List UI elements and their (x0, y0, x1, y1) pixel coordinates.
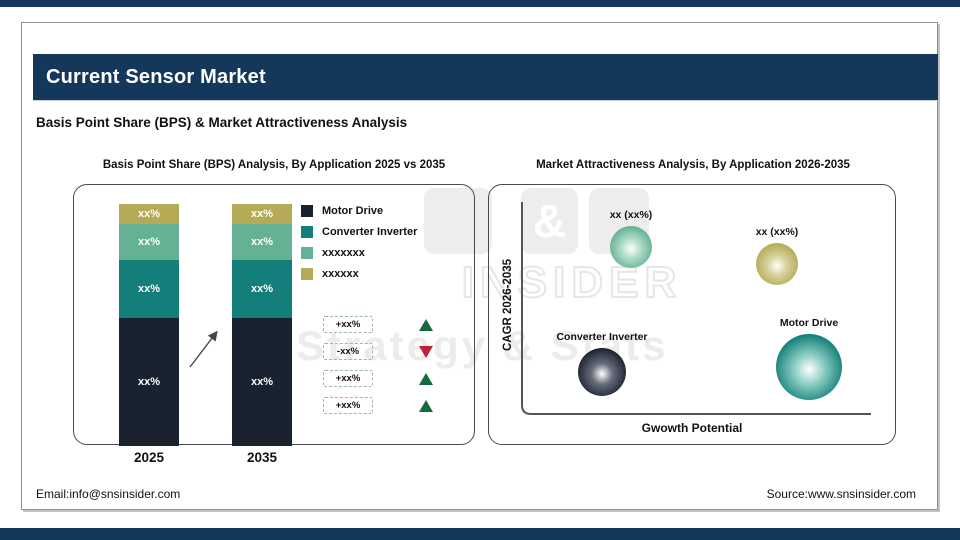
legend-swatch (301, 225, 313, 238)
bubble-dot-seafoam (610, 226, 652, 268)
bps-change-value: -xx% (323, 343, 373, 360)
bubble-label: xx (xx%) (755, 226, 799, 238)
bar-segment-converter-inverter: xx% (119, 259, 179, 319)
trend-up-icon (419, 318, 433, 331)
legend-label: xxxxxxx (322, 246, 365, 259)
bps-change-row: +xx% (323, 370, 433, 387)
title-banner: Current Sensor Market (33, 54, 938, 101)
legend-label: Converter Inverter (322, 225, 418, 238)
legend-item-converter-inverter: Converter Inverter (301, 221, 417, 242)
legend-swatch (301, 267, 313, 280)
segment-value-label: xx% (250, 282, 274, 295)
bar-segment-xxxxxxx: xx% (232, 224, 292, 260)
segment-value-label: xx% (250, 208, 274, 221)
bottom-brand-strip (0, 528, 960, 540)
bar-segment-converter-inverter: xx% (232, 259, 292, 319)
x-tick-2025: 2025 (133, 450, 165, 465)
segment-value-label: xx% (250, 376, 274, 389)
attractiveness-chart-title: Market Attractiveness Analysis, By Appli… (536, 159, 850, 171)
segment-value-label: xx% (137, 376, 161, 389)
attractiveness-chart-panel: CAGR 2026-2035 Gwowth Potential xx (xx%)… (488, 184, 896, 445)
bps-chart-title: Basis Point Share (BPS) Analysis, By App… (102, 159, 446, 171)
bar-segment-xxxxxx: xx% (119, 204, 179, 225)
top-brand-strip (0, 0, 960, 7)
y-axis-label: CAGR 2026-2035 (502, 258, 514, 352)
page-title: Current Sensor Market (46, 65, 266, 88)
bps-change-value: +xx% (323, 397, 373, 414)
x-tick-2035: 2035 (246, 450, 278, 465)
bps-chart-panel: xx% xx% xx% xx% xx% xx% xx% xx% Motor Dr… (73, 184, 475, 465)
segment-value-label: xx% (137, 208, 161, 221)
bar-segment-xxxxxx: xx% (232, 204, 292, 225)
bubble-dot-motor-drive (776, 334, 842, 400)
trend-up-icon (419, 399, 433, 412)
stacked-bar-2025: xx% xx% xx% xx% (119, 204, 179, 446)
axes (521, 202, 871, 415)
bps-change-value: +xx% (323, 316, 373, 333)
bar-segment-motor-drive: xx% (232, 318, 292, 446)
bps-change-row: +xx% (323, 397, 433, 414)
bps-change-row: -xx% (323, 343, 433, 360)
stacked-bar-2035: xx% xx% xx% xx% (232, 204, 292, 446)
bar-segment-motor-drive: xx% (119, 318, 179, 446)
trend-up-icon (419, 372, 433, 385)
bar-segment-xxxxxxx: xx% (119, 224, 179, 260)
legend-item-xxxxxx: xxxxxx (301, 263, 417, 284)
footer-email: Email:info@snsinsider.com (36, 487, 181, 501)
bps-change-row: +xx% (323, 316, 433, 333)
trend-down-icon (419, 345, 433, 358)
segment-value-label: xx% (250, 236, 274, 248)
bubble-dot-converter-inverter (578, 348, 626, 396)
legend-label: xxxxxx (322, 267, 359, 280)
segment-value-label: xx% (137, 236, 161, 248)
segment-value-label: xx% (137, 282, 161, 295)
bps-change-value: +xx% (323, 370, 373, 387)
bubble-dot-olive (756, 243, 798, 285)
bubble-label-converter-inverter: Converter Inverter (556, 331, 648, 343)
bubble-label: xx (xx%) (609, 209, 653, 221)
growth-trend-arrow-icon (189, 330, 218, 368)
legend-item-xxxxxxx: xxxxxxx (301, 242, 417, 263)
legend-swatch (301, 204, 313, 217)
x-axis-label: Gwowth Potential (641, 421, 743, 435)
page-subtitle: Basis Point Share (BPS) & Market Attract… (36, 115, 408, 130)
legend-item-motor-drive: Motor Drive (301, 200, 417, 221)
bubble-label-motor-drive: Motor Drive (779, 317, 839, 329)
footer-source: Source:www.snsinsider.com (766, 487, 916, 501)
bps-legend: Motor Drive Converter Inverter xxxxxxx x… (301, 200, 417, 284)
legend-label: Motor Drive (322, 204, 384, 217)
legend-swatch (301, 246, 313, 259)
